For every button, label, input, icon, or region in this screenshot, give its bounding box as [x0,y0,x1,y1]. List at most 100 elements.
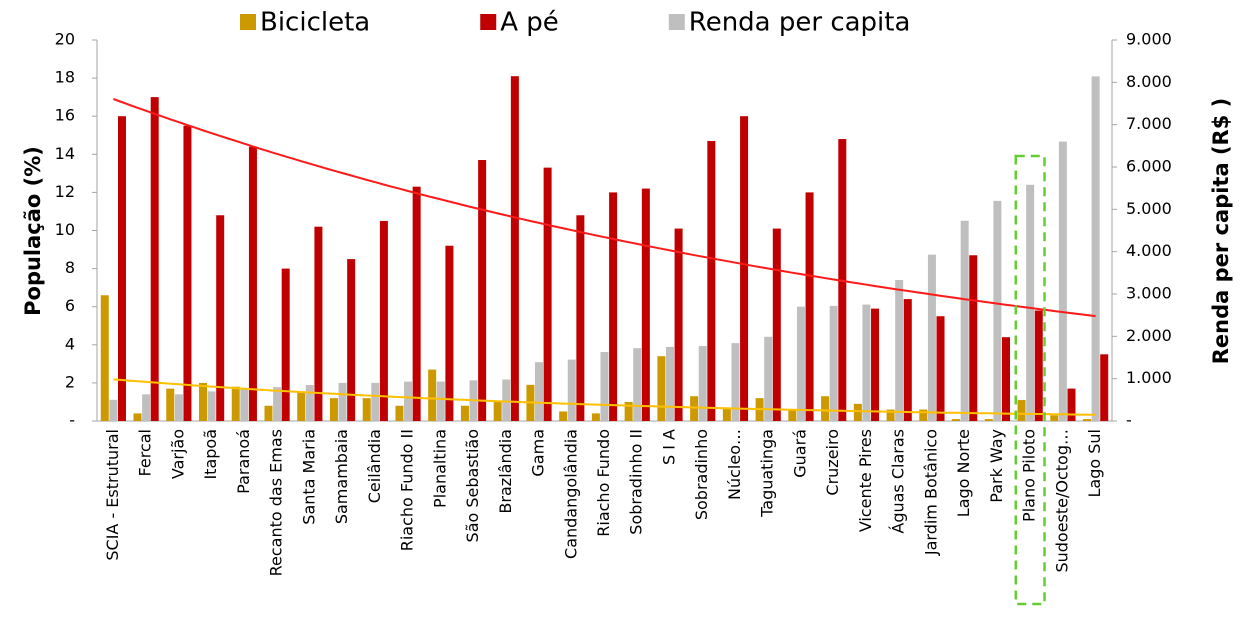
bar [993,201,1001,421]
bar [264,406,272,421]
trend-line [113,99,1095,316]
bar [282,269,290,421]
bar [723,408,731,421]
x-tick-label: Ceilândia [365,429,384,503]
bar [175,394,183,421]
bar [576,215,584,421]
x-tick-label: Sobradinho [692,429,711,520]
y-tick-label: 16 [55,106,75,125]
bar [871,309,879,421]
bar [969,255,977,421]
y2-tick-label: 3.000 [1126,284,1172,303]
x-tick-label: SCIA - Estrutural [103,429,122,561]
bar [1059,142,1067,421]
x-tick-label: Candangolândia [561,429,580,559]
bar [544,168,552,421]
x-tick-label: Brazlândia [496,429,515,514]
bar [183,126,191,421]
bar [985,419,993,421]
legend-label: Renda per capita [689,8,911,38]
y-axis-title: População (%) [21,146,45,316]
bar [461,406,469,421]
x-tick-label: Fercal [136,429,155,476]
bar [707,141,715,421]
bar [142,394,150,421]
y-tick-label: 18 [55,68,75,87]
bar [773,229,781,421]
legend-label: A pé [500,8,559,38]
bar [895,280,903,421]
bar [216,215,224,421]
x-tick-label: Guará [790,429,809,478]
x-tick-label: Lago Sul [1085,429,1104,498]
legend-swatch [669,14,685,30]
bar [609,192,617,421]
y2-tick-label: 8.000 [1126,72,1172,91]
x-tick-label: Planaltina [430,429,449,508]
bar [1018,400,1026,421]
y-tick-label: 12 [55,182,75,201]
bar [666,347,674,421]
bar [273,387,281,421]
bar [821,396,829,421]
bar [413,187,421,421]
x-tick-label: Riacho Fundo [594,429,613,537]
y2-axis-title: Renda per capita (R$ ) [1209,98,1233,364]
legend-swatch [240,14,256,30]
bar [199,383,207,421]
y-tick-label: 20 [55,30,75,49]
y2-tick-label: 2.000 [1126,326,1172,345]
bar [961,221,969,421]
bar [559,411,567,421]
bar [511,76,519,421]
x-tick-label: Riacho Fundo II [398,429,417,551]
bar [240,389,248,421]
bar [854,404,862,421]
chart: População (%) Renda per capita (R$ ) -24… [0,0,1243,631]
bar [1092,76,1100,421]
bar [862,305,870,421]
bar [1100,354,1108,421]
bar [306,385,314,421]
bar [642,189,650,421]
bar [502,380,510,421]
x-tick-label: Itapoã [201,429,220,480]
bar [690,396,698,421]
bar [1002,337,1010,421]
y2-tick-label: 6.000 [1126,157,1172,176]
y2-tick-label: - [1126,411,1132,430]
bar [1083,419,1091,421]
bar [428,370,436,421]
y-tick-label: 4 [65,334,75,353]
x-tick-label: Águas Claras [889,429,908,534]
bar [151,97,159,421]
bar [657,356,665,421]
bar [788,410,796,421]
x-tick-label: Park Way [987,429,1006,503]
bar [297,392,305,421]
x-tick-label: Recanto das Emas [267,429,286,576]
legend-label: Bicicleta [260,8,370,38]
x-tick-label: Paranoá [234,429,253,494]
bar [437,382,445,421]
bar [797,307,805,421]
bar [1067,389,1075,421]
y-tick-label: 10 [55,220,75,239]
x-tick-label: São Sebastião [463,429,482,542]
x-tick-label: Santa Maria [299,429,318,525]
bar [535,362,543,421]
bar [101,295,109,421]
bar [633,348,641,421]
x-tick-label: Sobradinho II [627,429,646,535]
y-tick-label: - [69,411,75,430]
bar [339,383,347,421]
y2-tick-label: 9.000 [1126,30,1172,49]
bar [166,389,174,421]
y2-tick-label: 7.000 [1126,114,1172,133]
bar [1035,311,1043,421]
x-tick-label: Gama [529,429,548,477]
x-tick-label: Sudoeste/Octog… [1052,429,1071,573]
bar [249,147,257,421]
y2-tick-label: 1.000 [1126,368,1172,387]
bar [134,413,142,421]
